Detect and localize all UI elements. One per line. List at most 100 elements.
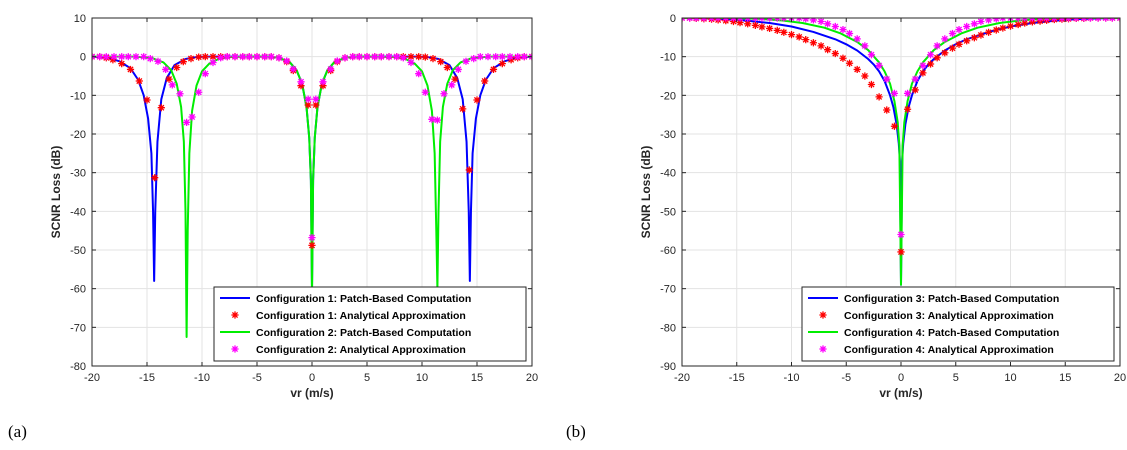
data-point [1021, 19, 1029, 27]
data-point [948, 29, 957, 38]
legend-entry: Configuration 2: Analytical Approximatio… [231, 344, 466, 356]
x-tick-label: -10 [194, 372, 210, 384]
data-point [451, 75, 459, 83]
data-point [831, 49, 839, 58]
data-point [209, 53, 217, 61]
data-point [948, 44, 957, 52]
data-point [421, 88, 429, 96]
x-tick-label: 0 [898, 372, 904, 384]
data-point [312, 101, 320, 109]
x-tick-label: 10 [416, 372, 428, 384]
data-point [245, 53, 253, 61]
x-axis-label: vr (m/s) [290, 386, 333, 400]
data-point [157, 104, 165, 112]
data-point [492, 53, 500, 61]
data-point [751, 21, 759, 29]
x-tick-label: -20 [674, 372, 690, 384]
data-point [903, 89, 912, 97]
data-point [319, 82, 327, 90]
data-point [780, 28, 788, 36]
panel-label-b: (b) [566, 422, 586, 441]
legend-label: Configuration 4: Patch-Based Computation [844, 327, 1059, 339]
data-point [96, 53, 104, 61]
data-point [498, 60, 506, 68]
data-point [985, 18, 993, 24]
data-point [102, 53, 110, 61]
data-point [393, 53, 401, 61]
legend-label: Configuration 3: Analytical Approximatio… [844, 310, 1054, 322]
data-point [941, 35, 949, 43]
data-point [304, 101, 312, 109]
data-point [217, 54, 225, 62]
data-point [304, 95, 312, 103]
data-point [183, 118, 191, 126]
data-point [507, 56, 515, 64]
data-point [845, 59, 854, 67]
data-point [506, 53, 514, 61]
data-point [429, 55, 437, 63]
data-point [231, 53, 239, 61]
data-point [744, 20, 752, 28]
chart-panel-b: -20 -15 -10 -5 0 5 10 15 200-10-20-30-40-50-60-7… [639, 13, 1126, 400]
legend-label: Configuration 1: Patch-Based Computation [256, 293, 471, 305]
legend-label: Configuration 3: Patch-Based Computation [844, 293, 1059, 305]
data-point [992, 18, 1000, 23]
data-point [168, 81, 176, 89]
x-tick-label: -15 [729, 372, 745, 384]
data-point [926, 51, 935, 59]
data-point [897, 248, 905, 256]
data-point [146, 55, 154, 63]
data-point [824, 20, 832, 28]
y-tick-label: -40 [70, 206, 86, 218]
data-point [977, 18, 985, 26]
y-tick-label: -60 [660, 245, 676, 257]
data-point [1028, 18, 1036, 26]
data-point [162, 65, 170, 74]
data-point [363, 53, 371, 61]
y-tick-label: -50 [70, 245, 86, 257]
data-point [118, 53, 126, 61]
data-point [520, 53, 528, 61]
data-point [267, 53, 275, 61]
y-tick-label: -10 [70, 90, 86, 102]
data-point [428, 115, 436, 123]
data-point [514, 53, 522, 61]
data-point [809, 39, 817, 47]
x-tick-label: -15 [139, 372, 155, 384]
data-point [955, 26, 963, 34]
data-point [283, 57, 291, 65]
data-point [173, 63, 181, 72]
data-point [176, 90, 184, 98]
data-point [875, 93, 883, 101]
series-markers-4 [92, 53, 532, 242]
data-point [809, 18, 817, 24]
legend-label: Configuration 2: Patch-Based Computation [256, 327, 471, 339]
legend-label: Configuration 1: Analytical Approximatio… [256, 310, 466, 322]
data-point [143, 96, 151, 104]
data-point [195, 88, 203, 96]
y-tick-label: -10 [660, 52, 676, 64]
data-point [333, 57, 341, 65]
legend-marker-swatch [819, 345, 827, 353]
x-tick-label: 10 [1004, 372, 1016, 384]
legend-marker-swatch [231, 345, 239, 353]
y-axis-label: SCNR Loss (dB) [49, 146, 63, 239]
data-point [484, 53, 492, 61]
legend: Configuration 3: Patch-Based Computation… [801, 286, 1115, 362]
data-point [407, 53, 415, 61]
data-point [890, 122, 899, 130]
legend-entry: Configuration 1: Patch-Based Computation [220, 293, 471, 305]
data-point [377, 53, 385, 61]
x-tick-label: -5 [252, 372, 262, 384]
data-point [459, 105, 467, 113]
data-layer [92, 53, 532, 338]
data-point [476, 53, 484, 61]
legend-entry: Configuration 4: Patch-Based Computation [808, 327, 1059, 339]
data-point [992, 26, 1000, 34]
data-point [151, 174, 159, 182]
data-point [109, 56, 117, 64]
y-tick-label: -20 [660, 90, 676, 102]
y-tick-label: 0 [670, 13, 676, 25]
legend-label: Configuration 2: Analytical Approximatio… [256, 344, 466, 356]
